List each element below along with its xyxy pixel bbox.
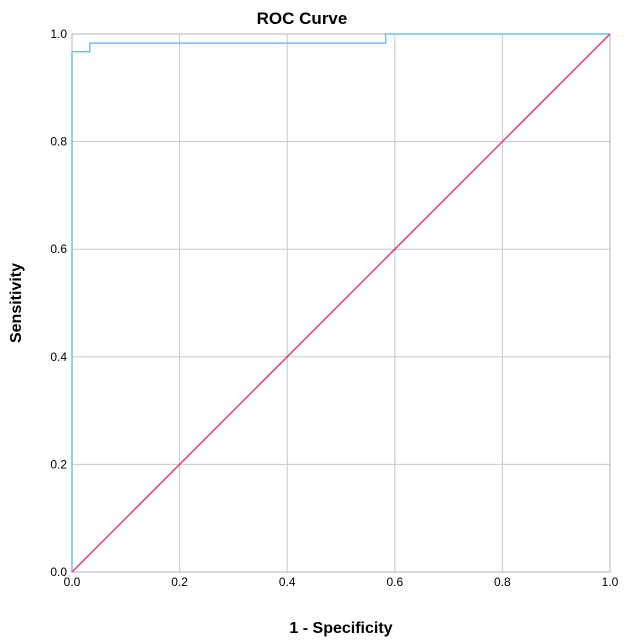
x-tick-label: 0.2	[171, 575, 188, 589]
series	[71, 33, 611, 573]
y-tick-label: 0.2	[50, 457, 67, 471]
x-tick-label: 0.6	[386, 575, 403, 589]
y-tick-label: 0.0	[50, 565, 67, 579]
roc-curve-line	[71, 33, 610, 572]
y-tick-label: 1.0	[50, 27, 67, 41]
x-tick-label: 0.4	[279, 575, 296, 589]
y-axis-title: Sensitivity	[8, 263, 25, 343]
x-tick-label: 0.0	[64, 575, 81, 589]
tick-labels: 0.0 0.2 0.4 0.6 0.8 1.0 0.0 0.2 0.4 0.6 0.8 1.0	[50, 27, 618, 589]
y-tick-label: 0.8	[50, 135, 67, 149]
x-axis-title: 1 - Specificity	[289, 620, 392, 637]
chart-title: ROC Curve	[257, 9, 348, 28]
y-tick-label: 0.6	[50, 242, 67, 256]
x-tick-label: 0.8	[494, 575, 511, 589]
x-tick-label: 1.0	[602, 575, 619, 589]
reference-diagonal-line	[71, 33, 611, 573]
y-tick-label: 0.4	[50, 350, 67, 364]
